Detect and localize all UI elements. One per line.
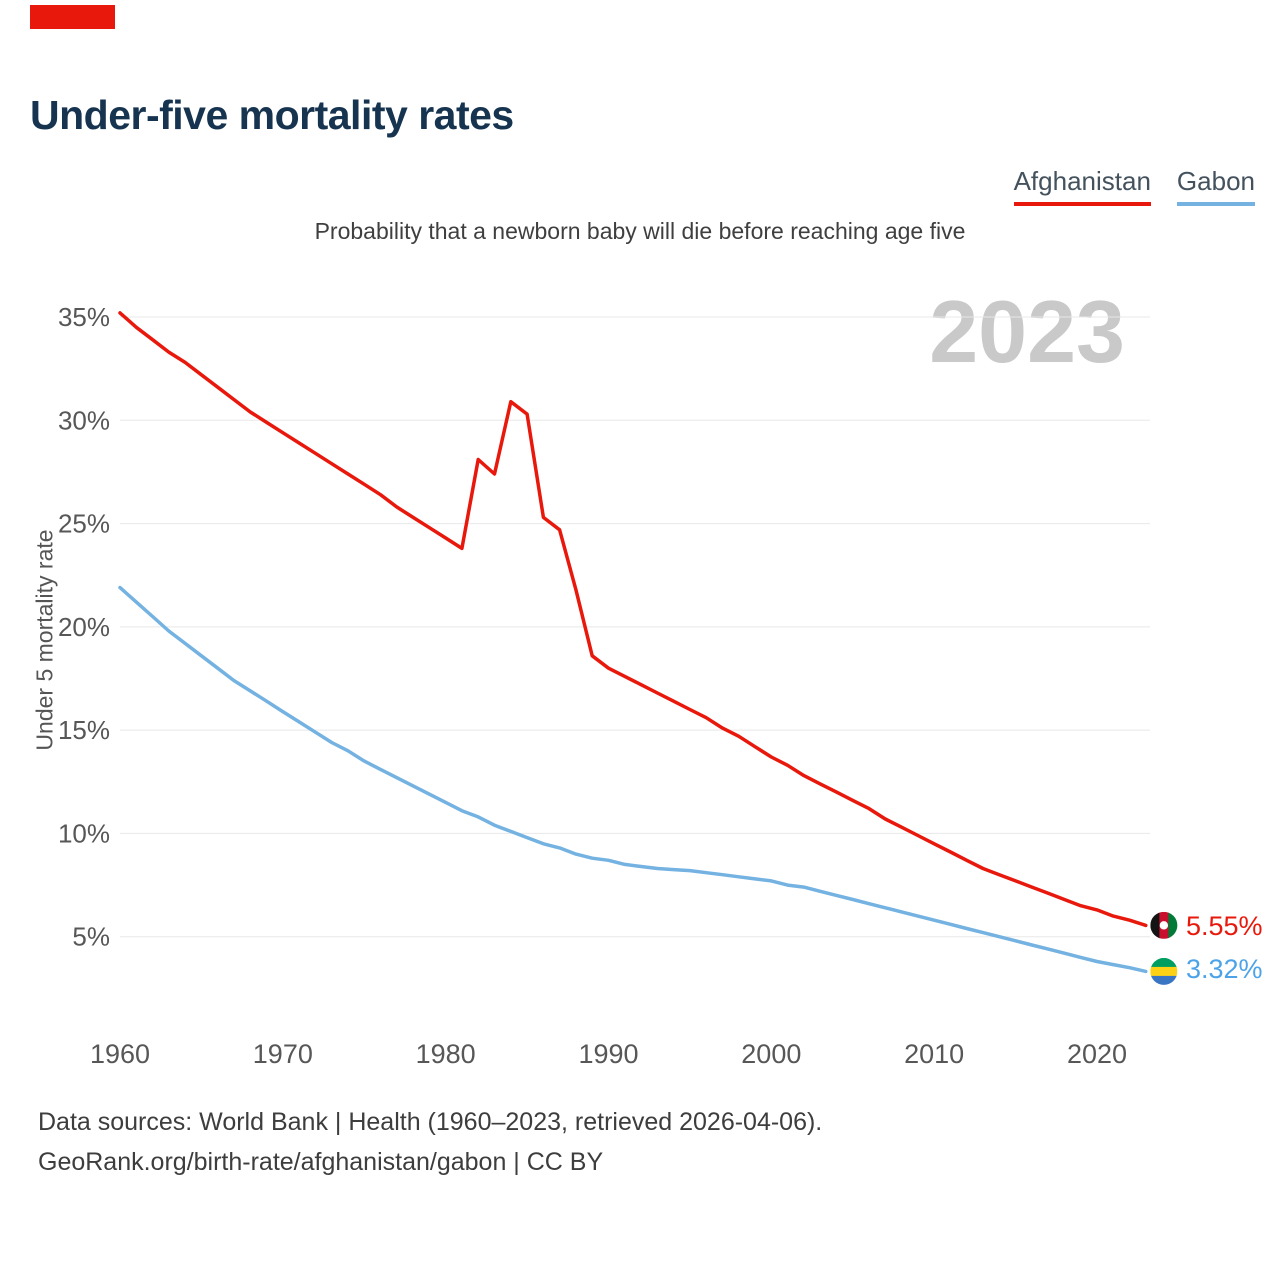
top-red-banner	[30, 5, 115, 29]
y-tick-label: 5%	[72, 922, 110, 952]
y-tick-label: 10%	[58, 818, 110, 848]
y-tick-label: 15%	[58, 715, 110, 745]
x-tick-label: 1960	[90, 1039, 150, 1069]
page-title: Under-five mortality rates	[30, 92, 514, 138]
x-tick-label: 1980	[416, 1039, 476, 1069]
y-tick-label: 25%	[58, 509, 110, 539]
x-tick-label: 1990	[578, 1039, 638, 1069]
gabon-line	[118, 585, 1148, 974]
x-tick-label: 1970	[253, 1039, 313, 1069]
data-sources-note: Data sources: World Bank | Health (1960–…	[38, 1108, 823, 1136]
afghanistan-flag-icon	[1150, 911, 1178, 939]
chart-subtitle: Probability that a newborn baby will die…	[314, 218, 966, 244]
gabon-flag-icon	[1150, 957, 1178, 985]
attribution-note: GeoRank.org/birth-rate/afghanistan/gabon…	[38, 1148, 604, 1176]
legend-item-afghanistan[interactable]: Afghanistan	[1013, 166, 1151, 206]
year-watermark: 2023	[929, 282, 1125, 381]
gabon-end-value: 3.32%	[1186, 954, 1263, 984]
legend: Afghanistan Gabon	[1013, 166, 1255, 206]
y-tick-label: 35%	[58, 302, 110, 332]
y-tick-label: 30%	[58, 405, 110, 435]
x-tick-label: 2010	[904, 1039, 964, 1069]
x-tick-label: 2020	[1067, 1039, 1127, 1069]
afghanistan-line	[118, 311, 1148, 928]
y-tick-label: 20%	[58, 612, 110, 642]
x-tick-label: 2000	[741, 1039, 801, 1069]
legend-item-gabon[interactable]: Gabon	[1176, 166, 1255, 206]
afghanistan-end-value: 5.55%	[1186, 911, 1263, 941]
